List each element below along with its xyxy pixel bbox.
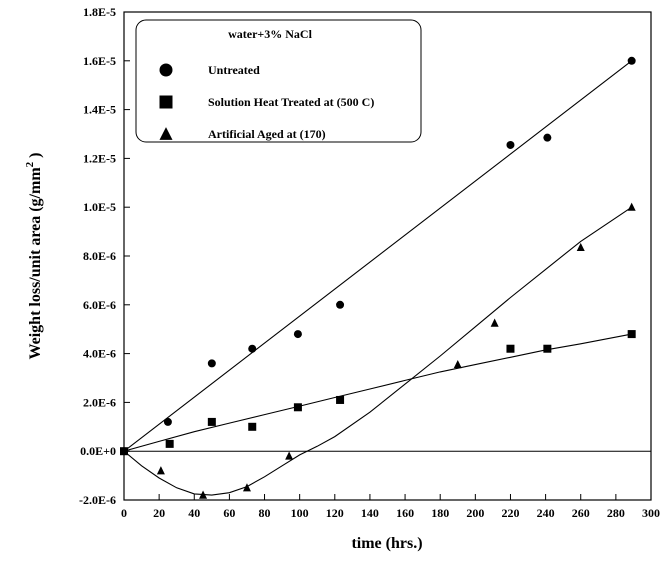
legend-marker-solution-heat-treated-at-500-c <box>159 95 173 109</box>
y-axis-title-superscript: 2 <box>24 161 36 167</box>
legend-label-artificial-aged-at-170: Artificial Aged at (170) <box>208 127 326 141</box>
x-tick-label: 60 <box>223 506 235 520</box>
legend-title: water+3% NaCl <box>228 27 312 41</box>
point-solution-heat-treated-at-500-c <box>627 330 636 339</box>
y-tick-label: -2.0E-6 <box>79 493 116 507</box>
x-tick-label: 240 <box>537 506 555 520</box>
legend-box <box>135 19 422 143</box>
point-untreated <box>336 300 345 309</box>
fit-lines <box>123 60 633 496</box>
point-untreated <box>163 417 172 426</box>
point-untreated <box>293 330 302 339</box>
x-tick-label: 160 <box>396 506 414 520</box>
legend-marker-untreated <box>159 63 173 77</box>
point-solution-heat-treated-at-500-c <box>165 439 174 448</box>
point-untreated <box>627 56 636 65</box>
point-artificial-aged-at-170 <box>576 242 585 252</box>
data-markers <box>120 56 636 499</box>
x-tick-label: 0 <box>121 506 127 520</box>
x-tick-label: 80 <box>259 506 271 520</box>
legend-marker-artificial-aged-at-170 <box>159 127 173 140</box>
y-axis-title: Weight loss/unit area (g/mm2 ) <box>24 153 44 360</box>
point-untreated <box>248 344 257 353</box>
point-solution-heat-treated-at-500-c <box>506 344 515 353</box>
x-tick-label: 20 <box>153 506 165 520</box>
y-tick-label: 8.0E-6 <box>83 249 116 263</box>
point-solution-heat-treated-at-500-c <box>543 344 552 353</box>
point-artificial-aged-at-170 <box>242 483 251 492</box>
point-artificial-aged-at-170 <box>120 446 128 455</box>
fit-line-artificial-aged-at-170 <box>123 206 633 496</box>
y-tick-label: 1.4E-5 <box>83 103 116 117</box>
y-tick-label: 2.0E-6 <box>83 395 116 409</box>
x-tick-label: 220 <box>501 506 519 520</box>
x-tick-label: 180 <box>431 506 449 520</box>
legend-label-solution-heat-treated-at-500-c: Solution Heat Treated at (500 C) <box>208 95 374 109</box>
point-solution-heat-treated-at-500-c <box>336 395 345 404</box>
legend: water+3% NaCl Untreated Solution Heat Tre… <box>135 19 422 143</box>
x-tick-label: 200 <box>466 506 484 520</box>
point-artificial-aged-at-170 <box>627 202 636 211</box>
point-solution-heat-treated-at-500-c <box>207 417 216 426</box>
y-tick-label: 1.2E-5 <box>83 151 116 165</box>
x-axis-ticks: 0 20 40 60 80 100 120 140 160 180 200 220 240 260 280 3… <box>121 494 660 520</box>
x-tick-label: 140 <box>361 506 379 520</box>
legend-label-untreated: Untreated <box>208 63 260 77</box>
x-tick-label: 120 <box>326 506 344 520</box>
y-axis-ticks: -2.0E-6 0.0E+0 2.0E-6 4.0E-6 6.0E-6 8.0E-6 1.0… <box>79 5 130 507</box>
point-artificial-aged-at-170 <box>490 318 499 327</box>
fit-line-solution-heat-treated-at-500-c <box>123 333 632 452</box>
y-tick-label: 1.0E-5 <box>83 200 116 214</box>
point-artificial-aged-at-170 <box>199 490 208 499</box>
x-tick-label: 260 <box>572 506 590 520</box>
point-untreated <box>543 133 552 142</box>
point-artificial-aged-at-170 <box>453 359 462 369</box>
y-tick-label: 1.6E-5 <box>83 54 116 68</box>
point-solution-heat-treated-at-500-c <box>293 403 302 412</box>
point-artificial-aged-at-170 <box>285 451 294 460</box>
y-tick-label: 1.8E-5 <box>83 5 116 19</box>
x-axis-title: time (hrs.) <box>351 535 422 552</box>
point-artificial-aged-at-170 <box>156 466 165 475</box>
y-tick-label: 4.0E-6 <box>83 347 116 361</box>
x-tick-label: 300 <box>642 506 660 520</box>
fit-line-untreated <box>123 60 633 452</box>
y-tick-label: 6.0E-6 <box>83 298 116 312</box>
x-tick-label: 100 <box>291 506 309 520</box>
point-untreated <box>207 359 216 368</box>
x-tick-label: 40 <box>188 506 200 520</box>
x-tick-label: 280 <box>607 506 625 520</box>
point-solution-heat-treated-at-500-c <box>248 422 257 431</box>
point-untreated <box>506 140 515 149</box>
y-tick-label: 0.0E+0 <box>80 444 116 458</box>
